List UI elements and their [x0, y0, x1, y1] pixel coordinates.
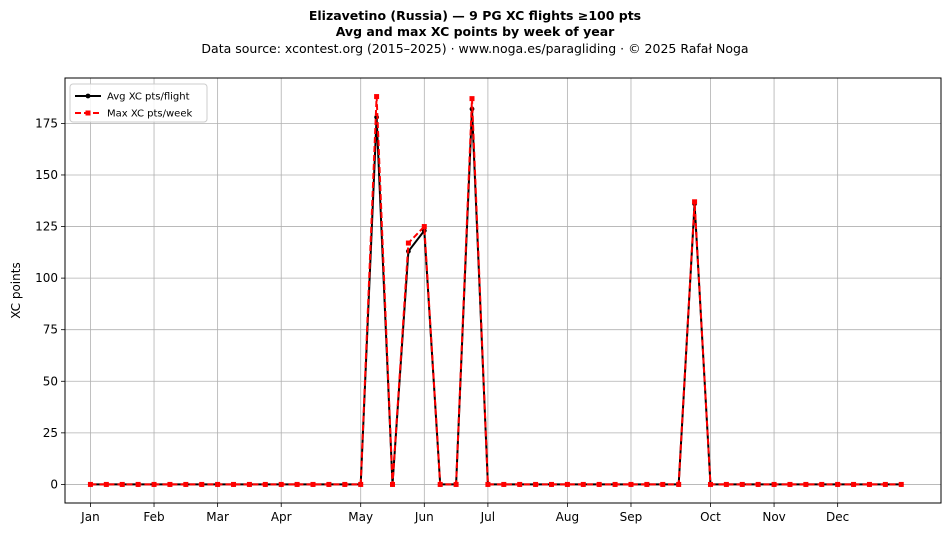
x-tick-label: Jul — [480, 510, 495, 524]
data-point-max — [548, 481, 554, 487]
chart-source: Data source: xcontest.org (2015–2025) · … — [201, 41, 749, 56]
data-point-max — [851, 481, 857, 487]
data-point-max — [469, 96, 475, 102]
data-point-max — [278, 481, 284, 487]
chart-subtitle: Avg and max XC points by week of year — [335, 24, 615, 39]
data-point-max — [183, 481, 189, 487]
data-point-max — [644, 481, 650, 487]
series-line-avg — [90, 107, 902, 486]
y-tick-label: 100 — [35, 271, 58, 285]
data-point-max — [437, 481, 443, 487]
data-point-max — [739, 481, 745, 487]
data-point-max — [612, 481, 618, 487]
x-tick-label: Feb — [143, 510, 164, 524]
data-point-max — [453, 481, 459, 487]
x-axis: Jan Feb Mar Apr May Jun Jul Aug Sep Oct Nov Dec — [80, 503, 849, 524]
data-point-max — [119, 481, 125, 487]
data-point-max — [326, 481, 332, 487]
data-point-max — [755, 481, 761, 487]
data-point-max — [374, 94, 380, 100]
legend: Avg XC pts/flight Max XC pts/week — [69, 83, 208, 123]
data-point-max — [87, 481, 93, 487]
x-tick-label: Oct — [700, 510, 721, 524]
data-point-max — [246, 481, 252, 487]
data-point-max — [358, 481, 364, 487]
y-axis-label: XC points — [9, 262, 23, 318]
data-point-max — [135, 481, 141, 487]
x-tick-label: Sep — [620, 510, 643, 524]
y-tick-label: 25 — [43, 426, 58, 440]
data-point-max — [215, 481, 221, 487]
data-point-max — [485, 481, 491, 487]
y-tick-label: 150 — [35, 168, 58, 182]
y-tick-label: 0 — [50, 477, 58, 491]
y-tick-label: 75 — [43, 323, 58, 337]
data-point-max — [390, 481, 396, 487]
x-tick-label: May — [348, 510, 373, 524]
x-tick-label: Jun — [414, 510, 434, 524]
legend-label: Avg XC pts/flight — [107, 92, 190, 103]
data-point-max — [787, 481, 793, 487]
data-point-max — [660, 481, 666, 487]
data-point-max — [564, 481, 570, 487]
data-point-max — [310, 481, 316, 487]
chart-titles: Elizavetino (Russia) — 9 PG XC flights ≥… — [0, 8, 950, 58]
plot-frame — [64, 77, 942, 504]
data-point-max — [533, 481, 539, 487]
data-point-max — [501, 481, 507, 487]
x-tick-label: Jan — [80, 510, 100, 524]
data-point-max — [405, 240, 411, 246]
data-point-max — [580, 481, 586, 487]
data-point-max — [199, 481, 205, 487]
chart-title: Elizavetino (Russia) — 9 PG XC flights ≥… — [308, 8, 642, 23]
data-point-max — [167, 481, 173, 487]
data-point-max — [262, 481, 268, 487]
legend-box — [69, 83, 208, 123]
data-point-max — [819, 481, 825, 487]
x-tick-label: Dec — [826, 510, 849, 524]
data-point-max — [151, 481, 157, 487]
data-point-max — [723, 481, 729, 487]
legend-marker — [85, 93, 91, 99]
data-point-max — [231, 481, 237, 487]
data-point-max — [707, 481, 713, 487]
data-point-max — [517, 481, 523, 487]
data-point-max — [342, 481, 348, 487]
legend-marker — [85, 110, 91, 116]
series-layer — [87, 94, 904, 487]
data-point-max — [103, 481, 109, 487]
data-point-max — [628, 481, 634, 487]
data-point-max — [866, 481, 872, 487]
data-point-max — [771, 481, 777, 487]
data-point-max — [882, 481, 888, 487]
grid-lines — [65, 78, 941, 503]
data-point-max — [803, 481, 809, 487]
data-point-max — [596, 481, 602, 487]
data-point-max — [421, 224, 427, 230]
data-point-max — [692, 199, 698, 205]
legend-label: Max XC pts/week — [107, 109, 192, 120]
data-point-max — [835, 481, 841, 487]
x-tick-label: Nov — [762, 510, 785, 524]
y-tick-label: 125 — [35, 220, 58, 234]
x-tick-label: Apr — [271, 510, 292, 524]
data-point-max — [898, 481, 904, 487]
x-tick-label: Mar — [206, 510, 229, 524]
y-tick-label: 175 — [35, 116, 58, 130]
y-axis: 0 25 50 75 100 125 150 175 — [35, 116, 65, 491]
series-line-max — [90, 95, 902, 486]
y-tick-label: 50 — [43, 374, 58, 388]
data-point-max — [294, 481, 300, 487]
x-tick-label: Aug — [556, 510, 579, 524]
data-point-max — [676, 481, 682, 487]
